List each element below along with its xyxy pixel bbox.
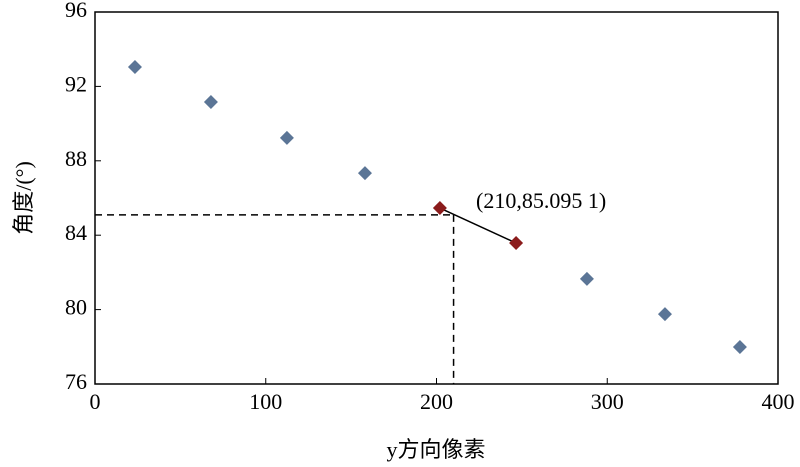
y-tick-label: 92 <box>65 71 87 96</box>
point <box>357 166 372 181</box>
point <box>579 271 594 286</box>
connector <box>439 207 517 244</box>
point <box>203 95 218 110</box>
x-tick-label: 100 <box>249 389 282 414</box>
point <box>127 60 142 75</box>
plot-frame <box>94 11 779 385</box>
x-tick-label: 0 <box>90 389 101 414</box>
annotation-label: (210,85.095 1) <box>476 188 606 213</box>
y-tick-label: 88 <box>65 146 87 171</box>
point <box>279 130 294 145</box>
x-axis-label: y方向像素 <box>386 437 485 462</box>
y-tick-label: 80 <box>65 295 87 320</box>
point <box>657 307 672 322</box>
y-axis-label: 角度/(°) <box>11 161 36 235</box>
point <box>509 236 524 251</box>
x-tick-label: 300 <box>591 389 624 414</box>
x-tick-label: 400 <box>762 389 795 414</box>
y-tick-label: 96 <box>65 0 87 22</box>
point <box>432 201 447 216</box>
y-tick-label: 76 <box>65 369 87 394</box>
x-tick-label: 200 <box>420 389 453 414</box>
y-tick-label: 84 <box>65 220 87 245</box>
point <box>732 339 747 354</box>
